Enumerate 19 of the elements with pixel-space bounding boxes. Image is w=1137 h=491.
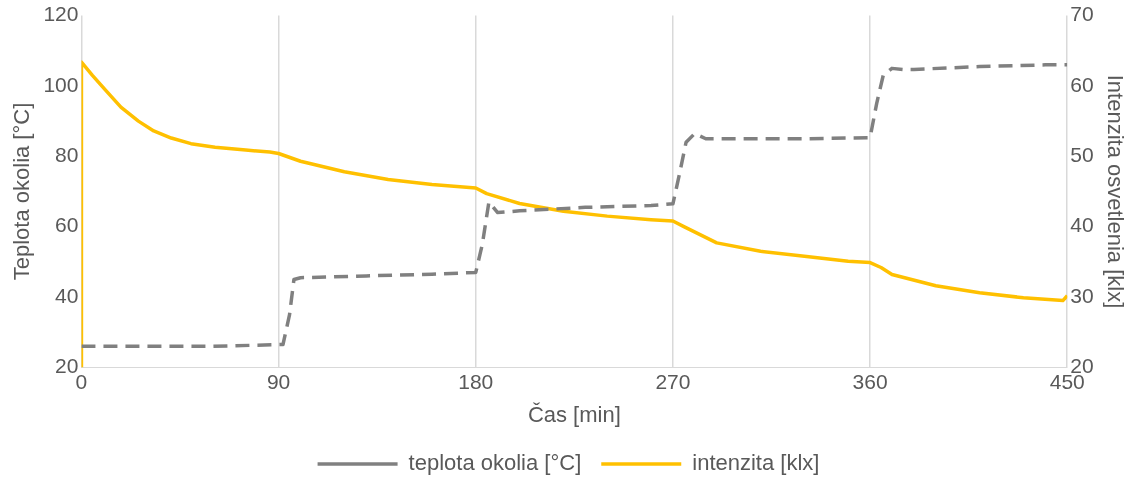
y-tick-label: 100 <box>43 72 79 96</box>
x-tick-label: 180 <box>458 369 494 393</box>
x-axis-title: Čas [min] <box>527 401 621 427</box>
y-tick-label: 80 <box>55 143 79 167</box>
x-tick-label: 360 <box>852 369 888 393</box>
legend-label: intenzita [klx] <box>692 450 820 476</box>
x-tick-label: 270 <box>655 369 691 393</box>
y-tick-label: 60 <box>55 213 79 237</box>
y-axis-title: Teplota okolia [°C] <box>9 102 35 281</box>
legend-label: teplota okolia [°C] <box>408 450 582 476</box>
y2-tick-label: 50 <box>1070 143 1094 167</box>
y2-tick-label: 70 <box>1070 2 1094 26</box>
x-tick-label: 90 <box>266 369 291 393</box>
y2-axis-title: Intenzita osvetlenia [klx] <box>1102 74 1128 309</box>
y2-tick-label: 60 <box>1070 72 1094 96</box>
y2-tick-label: 40 <box>1070 213 1094 237</box>
y-tick-label: 40 <box>55 283 79 307</box>
y2-tick-label: 30 <box>1070 283 1094 307</box>
y-tick-label: 120 <box>43 2 79 26</box>
